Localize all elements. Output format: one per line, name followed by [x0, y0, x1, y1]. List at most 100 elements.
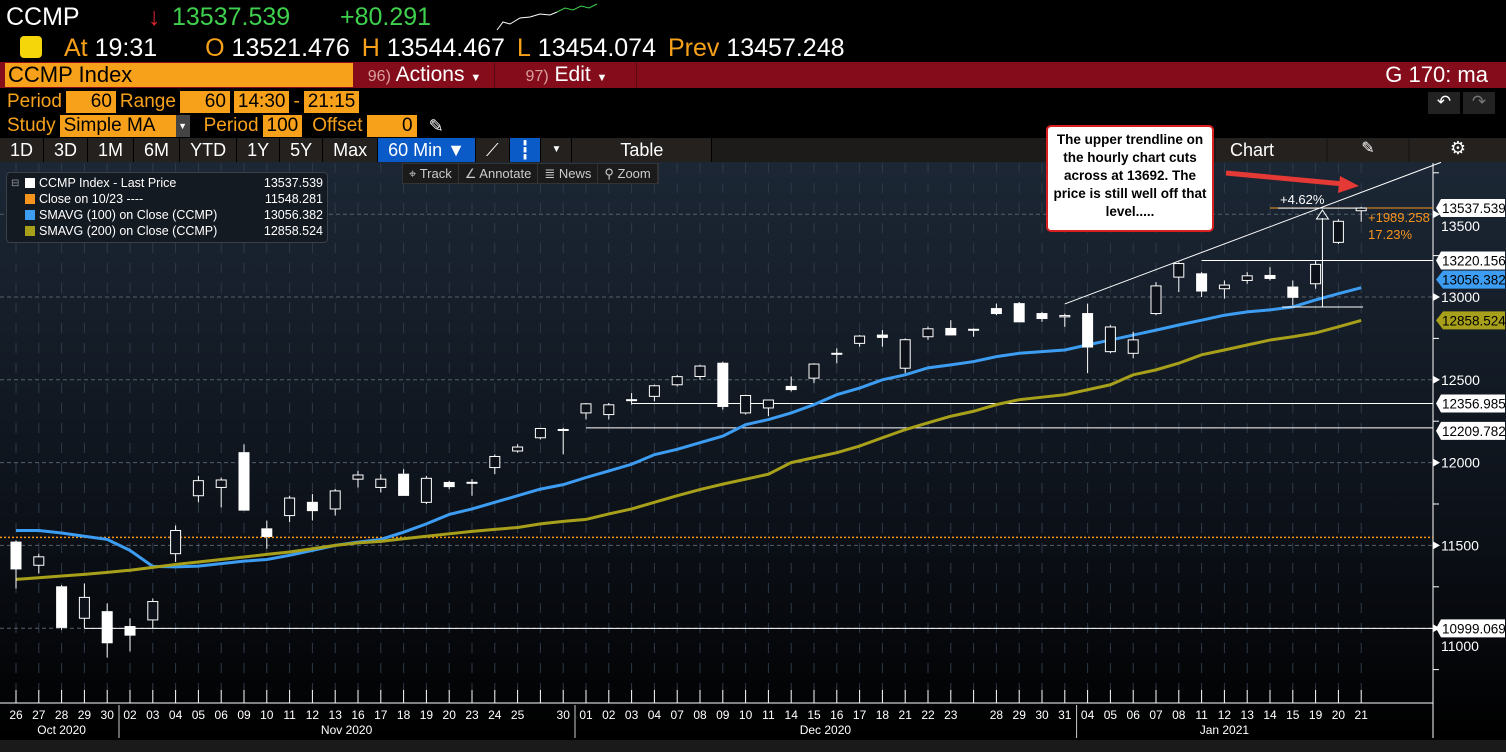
legend-label: CCMP Index - Last Price	[39, 176, 177, 190]
candle-body	[671, 376, 683, 386]
level-price-tag	[1436, 251, 1505, 270]
x-tick-label: 12	[306, 708, 320, 722]
legend-swatch	[25, 226, 35, 236]
tab-3d[interactable]: 3D	[44, 138, 89, 162]
x-tick-label: 30	[1035, 708, 1049, 722]
candle-body	[808, 363, 820, 379]
chart-tools: ⌖ Track ∠ Annotate ≣ News ⚲ Zoom	[402, 163, 659, 184]
x-tick-label: 08	[693, 708, 707, 722]
tab-1y[interactable]: 1Y	[237, 138, 281, 162]
dropdown-icon[interactable]: ▼	[175, 115, 190, 137]
candle-body	[375, 478, 387, 488]
study-period-input[interactable]: 100	[262, 115, 303, 137]
candle-body	[785, 385, 797, 391]
x-tick-label: 15	[1286, 708, 1300, 722]
range-label: Range	[119, 91, 176, 112]
tab-max[interactable]: Max	[323, 138, 379, 162]
redo-icon[interactable]: ↷	[1463, 92, 1495, 114]
interval-select[interactable]: 60 Min ▼	[378, 138, 476, 162]
level-price-label: 10999.069	[1442, 621, 1506, 636]
x-tick-label: 05	[1104, 708, 1118, 722]
down-arrow-icon: ↓	[148, 2, 161, 31]
legend-item: CCMP Index - Last Price 13537.539	[25, 176, 323, 190]
candle-body	[876, 334, 888, 338]
level-price-tag	[1436, 198, 1505, 217]
candle-body	[1310, 263, 1322, 285]
candle-body	[124, 626, 136, 636]
x-tick-label: 26	[9, 708, 23, 722]
gauge-icon[interactable]	[20, 36, 42, 58]
tab-1d[interactable]: 1D	[0, 138, 45, 162]
dash: -	[293, 91, 300, 112]
candle-body	[1036, 313, 1048, 320]
x-tick-label: 27	[32, 708, 46, 722]
level-price-tag	[1436, 619, 1505, 638]
y-tick-label: 11000	[1441, 638, 1479, 654]
zoom-button[interactable]: ⚲ Zoom	[598, 164, 658, 183]
month-label: Jan 2021	[1200, 723, 1250, 737]
track-button[interactable]: ⌖ Track	[403, 164, 459, 183]
tab-6m[interactable]: 6M	[134, 138, 181, 162]
edit-label: Edit	[554, 63, 591, 86]
legend-label: SMAVG (200) on Close (CCMP)	[39, 224, 218, 238]
candle-body	[101, 611, 113, 644]
level-price-label: 12356.985	[1442, 396, 1506, 411]
annotate-button[interactable]: ∠ Annotate	[459, 164, 539, 183]
prev-value: 13457.248	[726, 33, 845, 62]
undo-icon[interactable]: ↶	[1428, 92, 1460, 114]
chart-type-dropdown-icon[interactable]: ▼	[541, 138, 573, 162]
table-button[interactable]: Table	[572, 138, 713, 162]
chevron-down-icon: ▼	[470, 72, 482, 84]
edit-menu[interactable]: 97) Edit ▼	[497, 62, 637, 88]
pencil-icon[interactable]: ✎	[428, 115, 444, 136]
candle-body	[10, 541, 22, 570]
security-field[interactable]: CCMP Index	[5, 63, 353, 87]
offset-input[interactable]: 0	[366, 115, 417, 137]
period-label: Period	[7, 91, 62, 112]
gear-icon[interactable]: ⚙	[1410, 138, 1506, 162]
start-time-input[interactable]: 14:30	[233, 91, 290, 113]
end-time-input[interactable]: 21:15	[303, 91, 360, 113]
legend-item: SMAVG (200) on Close (CCMP) 12858.524	[25, 224, 323, 238]
news-button[interactable]: ≣ News	[538, 164, 599, 183]
x-tick-label: 20	[1332, 708, 1346, 722]
x-tick-label: 18	[876, 708, 890, 722]
collapse-icon[interactable]: ⊟	[11, 178, 20, 189]
candle-body	[352, 474, 364, 480]
x-tick-label: 10	[260, 708, 274, 722]
actions-label: Actions	[395, 63, 465, 86]
edit-chart-icon[interactable]: ✎	[1328, 138, 1408, 162]
candle-body	[261, 528, 273, 537]
y-tick-marker	[1433, 293, 1440, 301]
tab-5y[interactable]: 5Y	[280, 138, 324, 162]
study-select[interactable]: Simple MA	[59, 115, 176, 137]
x-tick-label: 17	[374, 708, 388, 722]
chart-button[interactable]: Chart	[1216, 138, 1326, 162]
open-value: 13521.476	[231, 33, 350, 62]
period-input[interactable]: 60	[65, 91, 116, 113]
x-tick-label: 13	[329, 708, 343, 722]
x-tick-label: 16	[351, 708, 365, 722]
y-tick-label: 12500	[1441, 372, 1480, 388]
low-value: 13454.074	[537, 33, 656, 62]
level-price-tag	[1436, 394, 1505, 413]
zoom-label: Zoom	[617, 166, 651, 181]
x-tick-label: 21	[899, 708, 913, 722]
candle-body	[1082, 313, 1094, 348]
range-input[interactable]: 60	[179, 91, 230, 113]
candle-body	[1264, 274, 1276, 279]
x-tick-label: 20	[443, 708, 457, 722]
track-label: Track	[419, 166, 452, 181]
candle-body	[557, 428, 569, 431]
tab-1m[interactable]: 1M	[88, 138, 135, 162]
x-tick-label: 11	[1195, 708, 1208, 722]
tab-ytd[interactable]: YTD	[180, 138, 238, 162]
candle-body	[147, 601, 159, 621]
chart-area[interactable]	[0, 162, 1506, 740]
candlestick-icon[interactable]: ┇	[509, 138, 542, 162]
line-chart-icon[interactable]: ⟋	[475, 138, 510, 162]
actions-menu[interactable]: 96) Actions ▼	[355, 62, 495, 88]
high-value: 13544.467	[386, 33, 505, 62]
level-price-tag	[1436, 421, 1505, 440]
